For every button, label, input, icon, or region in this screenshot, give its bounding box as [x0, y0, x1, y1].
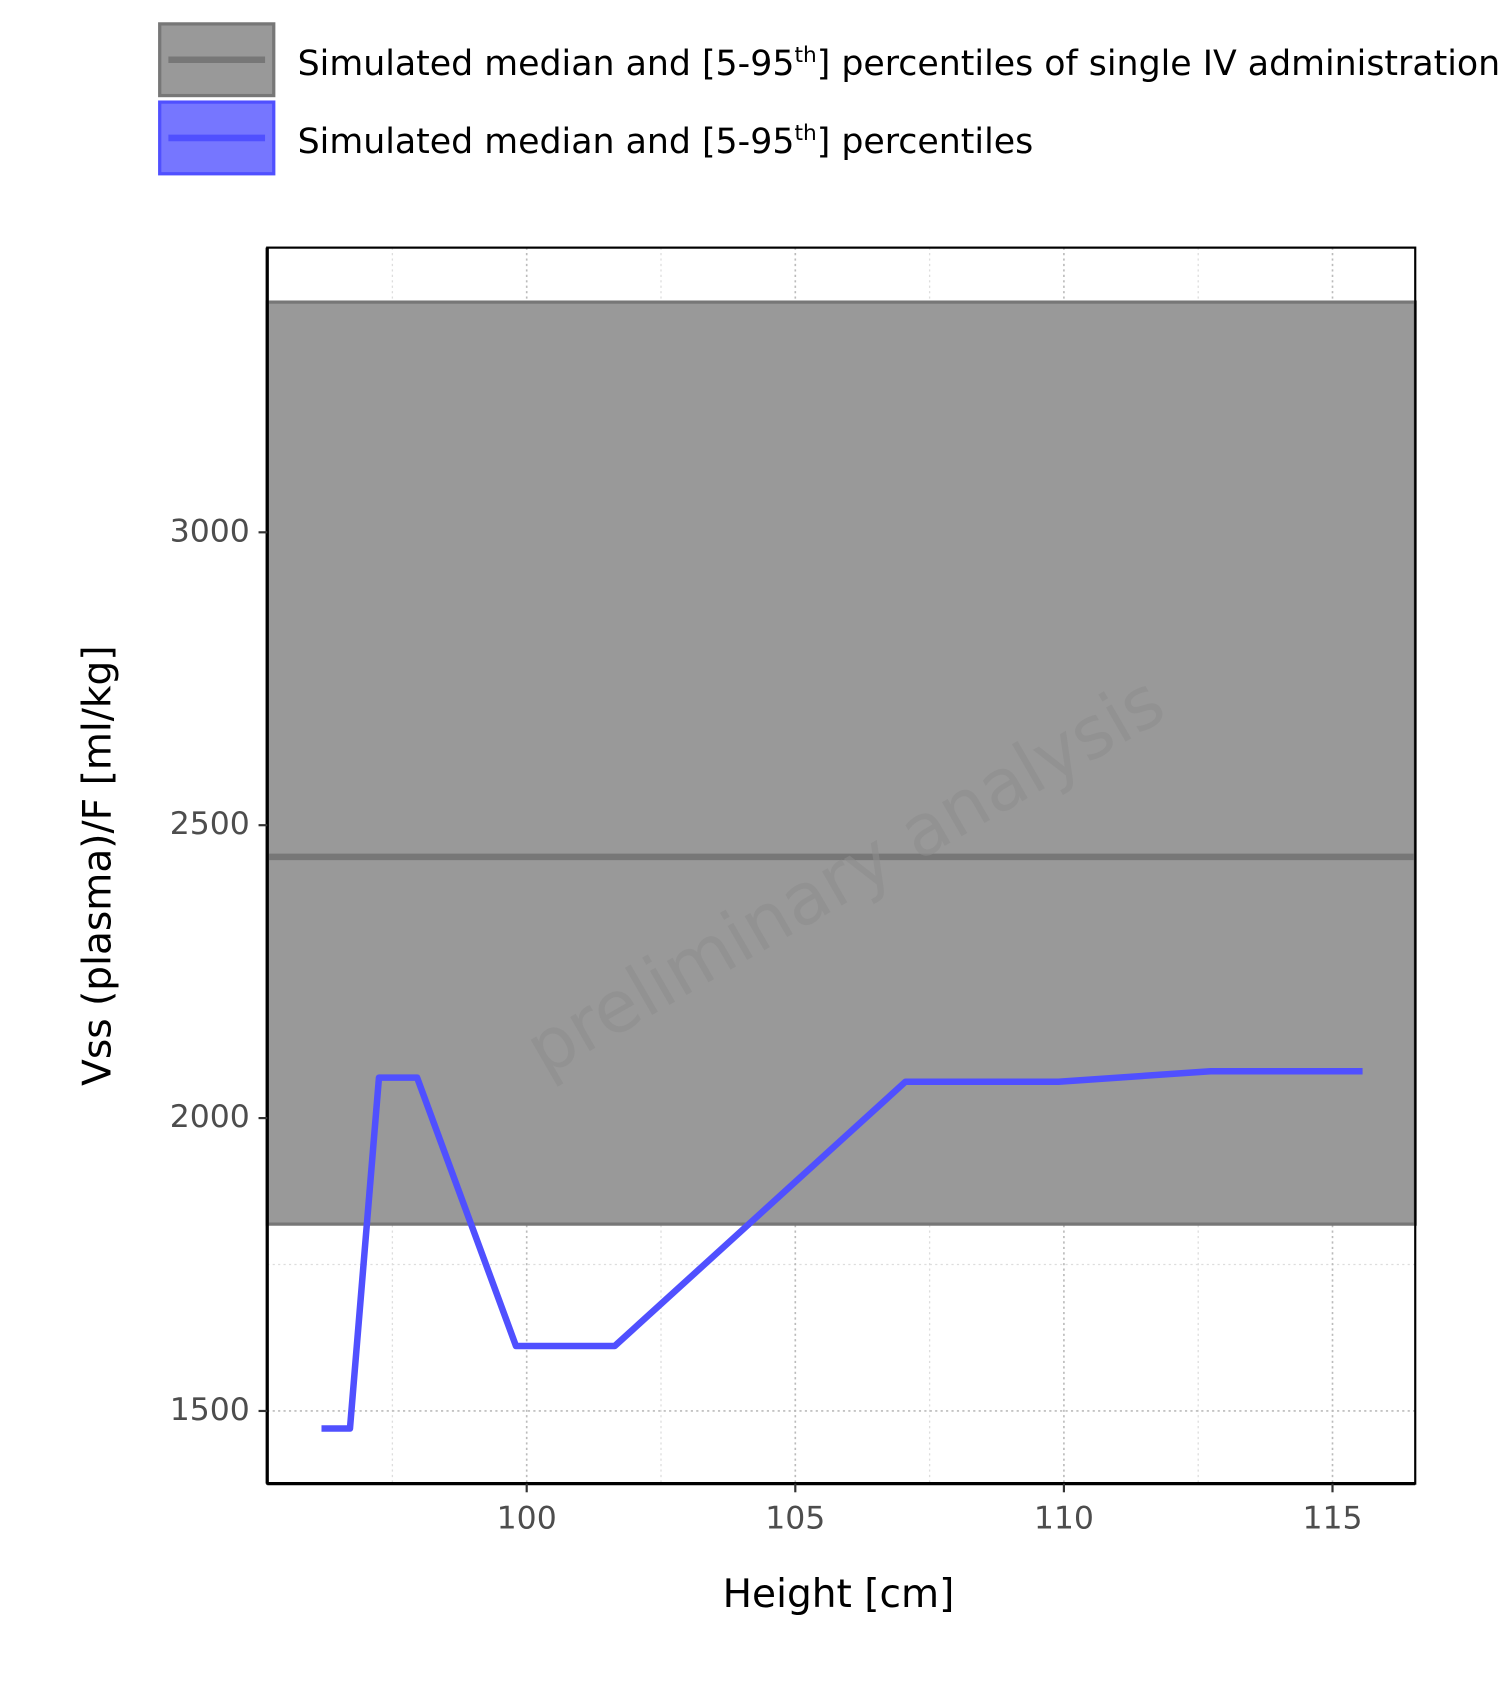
y-tick-label: 2000 [170, 1099, 250, 1135]
y-tick-label: 2500 [170, 806, 250, 842]
legend-label: Simulated median and [5-95th] percentile… [298, 121, 1034, 162]
median-line [321, 1067, 1363, 1432]
percentile-band [265, 300, 1417, 1226]
x-axis-title: Height [cm] [723, 1572, 955, 1617]
x-tick-label: 100 [497, 1500, 557, 1536]
x-tick-label: 105 [765, 1500, 825, 1536]
y-tick-label: 3000 [170, 513, 250, 549]
y-axis-title: Vss (plasma)/F [ml/kg] [75, 645, 120, 1085]
legend-label: Simulated median and [5-95th] percentile… [298, 43, 1500, 84]
x-tick-label: 115 [1302, 1500, 1362, 1536]
x-tick-label: 110 [1034, 1500, 1094, 1536]
y-tick-label: 1500 [170, 1392, 250, 1428]
